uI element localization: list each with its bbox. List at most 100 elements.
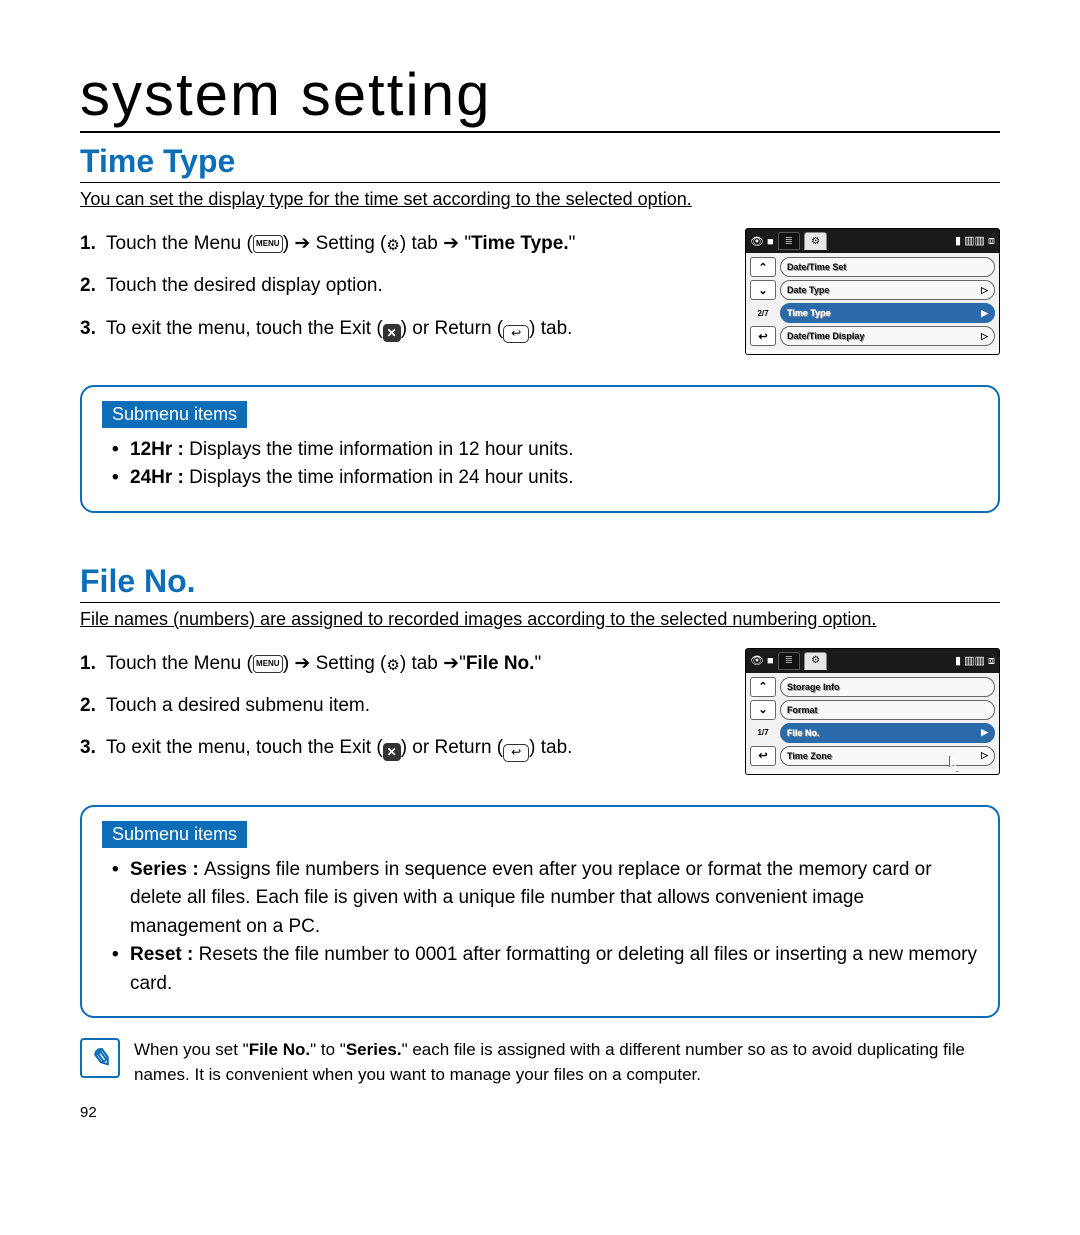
blurb-file-no: File names (numbers) are assigned to rec… [80, 609, 1000, 630]
step-text: ) tab [400, 653, 443, 674]
step-text: " [459, 233, 471, 254]
scroll-up-button: ⌃ [750, 257, 776, 277]
device-tab-settings: ⚙ [804, 232, 827, 250]
heading-time-type: Time Type [80, 143, 1000, 183]
submenu-item: Reset : Resets the file number to 0001 a… [112, 941, 978, 998]
menu-icon: MENU [253, 655, 283, 673]
device-menu-label: Storage Info [787, 682, 840, 692]
step-text: " [569, 233, 576, 254]
submenu-item-desc: Resets the file number to 0001 after for… [130, 944, 977, 994]
device-tab-list: ≣ [778, 652, 800, 670]
submenu-item: 12Hr : Displays the time information in … [112, 436, 978, 465]
note-bold: Series. [346, 1040, 402, 1059]
device-menu-label: Date/Time Set [787, 262, 846, 272]
step-text: To exit the menu, touch the Exit ( [106, 318, 383, 339]
page-indicator: 1/7 [750, 723, 776, 743]
blurb-time-type: You can set the display type for the tim… [80, 189, 1000, 210]
device-menu-row: Time Zone ▷ [780, 746, 995, 766]
submenu-item-name: Reset : [130, 944, 199, 965]
step-1: Touch the Menu (MENU) ➔ Setting (⚙) tab … [80, 228, 715, 260]
page-title: system setting [80, 60, 1000, 133]
return-icon: ↩ [503, 744, 529, 762]
step-text: " [534, 653, 541, 674]
step-text: Setting ( [310, 653, 386, 674]
chevron-icon: ▷ [981, 750, 988, 761]
step-2: Touch a desired submenu item. [80, 690, 715, 722]
heading-file-no: File No. [80, 563, 1000, 603]
submenu-item-desc: Assigns file numbers in sequence even af… [130, 859, 932, 937]
submenu-box-time-type: Submenu items 12Hr : Displays the time i… [80, 385, 1000, 513]
step-3: To exit the menu, touch the Exit (✕) or … [80, 313, 715, 345]
note-part: " to " [310, 1040, 346, 1059]
submenu-item-desc: Displays the time information in 12 hour… [189, 439, 573, 460]
device-menu-row: Format [780, 700, 995, 720]
camera-icon: 👁 ■ [750, 235, 774, 248]
device-screenshot-time-type: 👁 ■ ≣ ⚙ ▮ ▥▥ ⧈ ⌃ ⌄ 2/7 ↩ Date/Time Set Da… [745, 228, 1000, 355]
submenu-item: 24Hr : Displays the time information in … [112, 464, 978, 493]
submenu-item: Series : Assigns file numbers in sequenc… [112, 856, 978, 942]
steps-file-no: Touch the Menu (MENU) ➔ Setting (⚙) tab … [80, 648, 715, 775]
arrow-icon: ➔ [443, 233, 459, 254]
step-text: Touch the Menu ( [106, 653, 253, 674]
device-menu-row: File No. ▶ [780, 723, 995, 743]
device-tab-list: ≣ [778, 232, 800, 250]
page-indicator: 2/7 [750, 303, 776, 323]
step-bold: File No. [466, 653, 535, 674]
step-text: ) or Return ( [401, 737, 503, 758]
note-part: When you set " [134, 1040, 249, 1059]
exit-icon: ✕ [383, 743, 401, 761]
step-text: " [459, 653, 466, 674]
gear-icon: ⚙ [386, 657, 399, 674]
submenu-item-desc: Displays the time information in 24 hour… [189, 467, 573, 488]
chevron-icon: ▶ [981, 727, 988, 738]
steps-time-type: Touch the Menu (MENU) ➔ Setting (⚙) tab … [80, 228, 715, 355]
submenu-box-file-no: Submenu items Series : Assigns file numb… [80, 805, 1000, 1019]
device-menu-label: Date/Time Display [787, 331, 864, 341]
submenu-item-name: 12Hr : [130, 439, 189, 460]
submenu-item-name: Series : [130, 859, 204, 880]
camera-icon: 👁 ■ [750, 654, 774, 667]
device-tab-settings: ⚙ [804, 652, 827, 670]
arrow-icon: ➔ [443, 653, 459, 674]
step-text: Setting ( [310, 233, 386, 254]
return-icon: ↩ [503, 325, 529, 343]
device-screenshot-file-no: 👁 ■ ≣ ⚙ ▮ ▥▥ ⧈ ⌃ ⌄ 1/7 ↩ Storage Info For… [745, 648, 1000, 775]
submenu-badge: Submenu items [102, 821, 247, 848]
device-menu-label: Time Type [787, 308, 831, 318]
device-menu-row: Time Type▶ [780, 303, 995, 323]
step-text: ) [283, 233, 295, 254]
step-text: ) tab. [529, 318, 572, 339]
step-1: Touch the Menu (MENU) ➔ Setting (⚙) tab … [80, 648, 715, 680]
device-menu-row: Date/Time Set [780, 257, 995, 277]
arrow-icon: ➔ [294, 233, 310, 254]
step-text: Touch the Menu ( [106, 233, 253, 254]
device-menu-row: Date Type ▷ [780, 280, 995, 300]
note-file-no: ✎ When you set "File No." to "Series." e… [80, 1038, 1000, 1087]
battery-icon: ▮ ▥▥ ⧈ [955, 654, 995, 668]
battery-icon: ▮ ▥▥ ⧈ [955, 234, 995, 248]
submenu-badge: Submenu items [102, 401, 247, 428]
scroll-down-button: ⌄ [750, 280, 776, 300]
scroll-down-button: ⌄ [750, 700, 776, 720]
note-bold: File No. [249, 1040, 310, 1059]
device-menu-label: Format [787, 705, 818, 715]
step-3: To exit the menu, touch the Exit (✕) or … [80, 732, 715, 764]
back-button: ↩ [750, 326, 776, 346]
device-menu-row: Storage Info [780, 677, 995, 697]
step-bold: Time Type. [471, 233, 569, 254]
device-menu-label: Date Type [787, 285, 829, 295]
back-button: ↩ [750, 746, 776, 766]
chevron-icon: ▷ [981, 285, 988, 296]
step-text: ) or Return ( [401, 318, 503, 339]
step-2: Touch the desired display option. [80, 270, 715, 302]
scroll-up-button: ⌃ [750, 677, 776, 697]
chevron-icon: ▷ [981, 331, 988, 342]
page-number: 92 [80, 1104, 1000, 1121]
device-menu-label: File No. [787, 728, 820, 738]
note-text: When you set "File No." to "Series." eac… [134, 1038, 1000, 1087]
submenu-item-name: 24Hr : [130, 467, 189, 488]
step-text: ) tab [400, 233, 443, 254]
step-text: ) tab. [529, 737, 572, 758]
step-text: ) [283, 653, 295, 674]
device-menu-label: Time Zone [787, 751, 832, 761]
